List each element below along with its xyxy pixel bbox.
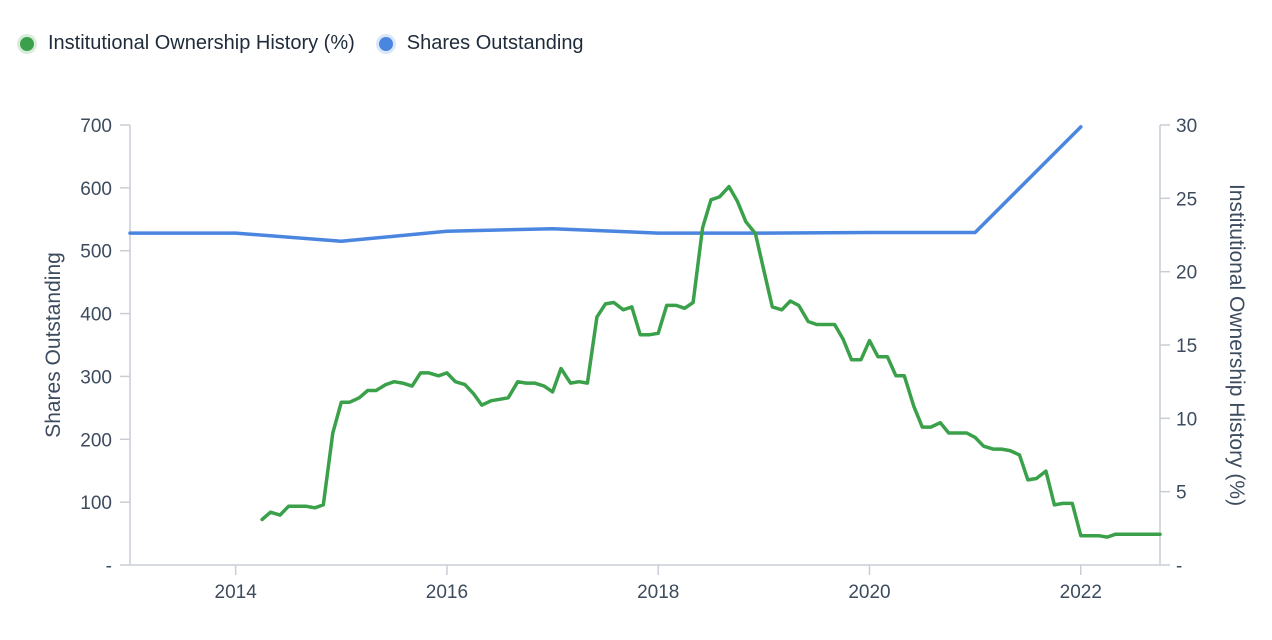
legend-label-institutional-ownership: Institutional Ownership History (%) xyxy=(48,32,355,54)
left-axis-title: Shares Outstanding xyxy=(42,252,65,438)
right-tick-label: 25 xyxy=(1176,189,1197,210)
x-tick-label: 2016 xyxy=(426,582,468,603)
chart-series xyxy=(128,125,1162,539)
legend-item-institutional-ownership[interactable]: Institutional Ownership History (%) xyxy=(20,32,355,55)
right-axis-title: Institutional Ownership History (%) xyxy=(1225,184,1248,506)
left-tick-label: 100 xyxy=(80,493,112,514)
legend-item-shares-outstanding[interactable]: Shares Outstanding xyxy=(378,32,584,55)
x-tick-label: 2014 xyxy=(215,582,258,603)
right-tick-label: 15 xyxy=(1176,336,1197,357)
right-tick-label: 10 xyxy=(1176,409,1197,430)
chart-axes: - 100 200 300 400 500 600 700 - 5 10 15 20 25 30 2014 20… xyxy=(80,116,1197,603)
legend-label-shares-outstanding: Shares Outstanding xyxy=(406,32,584,54)
right-tick-label: 5 xyxy=(1176,483,1187,504)
legend-marker-shares-outstanding xyxy=(378,36,393,51)
left-tick-label: 700 xyxy=(80,116,112,137)
right-tick-label: - xyxy=(1176,556,1182,577)
left-tick-label: 600 xyxy=(80,179,112,200)
left-tick-label: 300 xyxy=(80,367,112,388)
legend-marker-institutional-ownership xyxy=(20,36,34,51)
x-tick-label: 2022 xyxy=(1060,582,1102,603)
left-tick-label: - xyxy=(106,556,112,577)
x-tick-label: 2020 xyxy=(848,582,890,603)
right-tick-label: 20 xyxy=(1176,263,1197,284)
left-tick-label: 500 xyxy=(80,242,112,263)
left-tick-label: 200 xyxy=(80,430,112,451)
chart-legend: Institutional Ownership History (%) Shar… xyxy=(20,32,584,55)
x-tick-label: 2018 xyxy=(637,582,679,603)
right-tick-label: 30 xyxy=(1176,116,1197,137)
left-tick-label: 400 xyxy=(80,305,112,326)
series-line-institutional-ownership xyxy=(260,184,1162,539)
series-line-shares-outstanding xyxy=(128,125,1083,244)
